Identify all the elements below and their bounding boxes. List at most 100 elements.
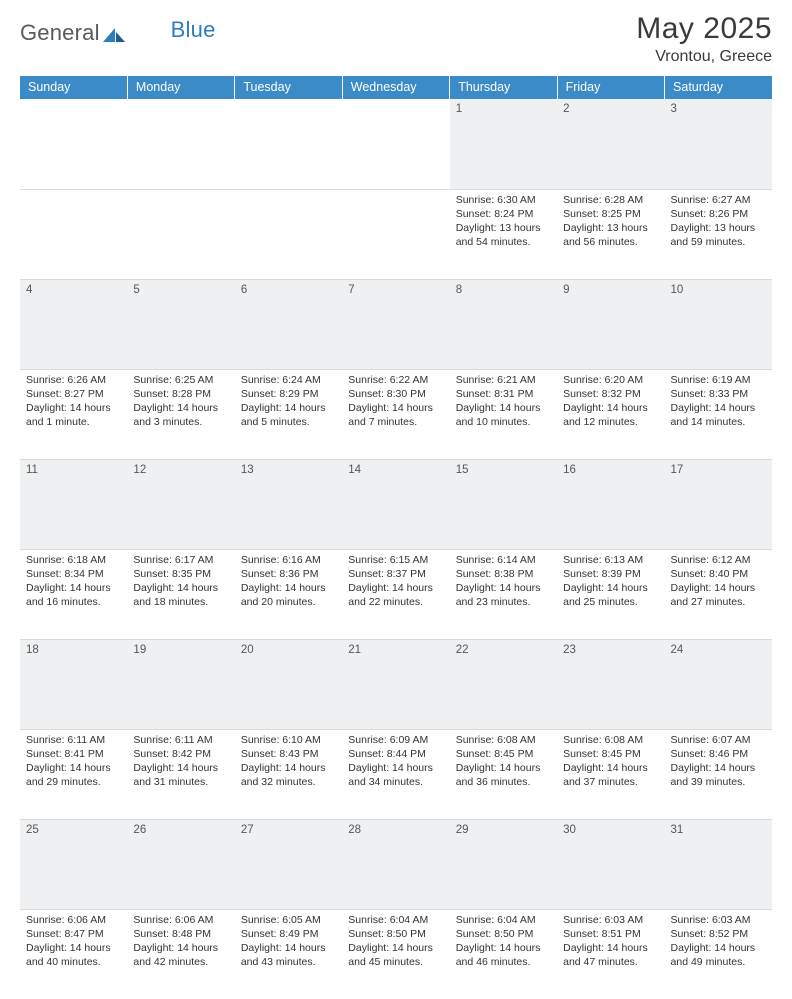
daylight-line: Daylight: 14 hours and 42 minutes.: [133, 941, 228, 969]
sunset-line: Sunset: 8:28 PM: [133, 387, 228, 401]
weekday-header: Thursday: [450, 76, 557, 99]
day-number: 24: [671, 644, 684, 656]
day-cell: Sunrise: 6:10 AMSunset: 8:43 PMDaylight:…: [235, 729, 342, 819]
day-number: 28: [348, 824, 361, 836]
calendar-header-row: SundayMondayTuesdayWednesdayThursdayFrid…: [20, 76, 772, 99]
daynum-cell: [20, 99, 127, 189]
sunrise-line: Sunrise: 6:20 AM: [563, 373, 658, 387]
day-number: 4: [26, 284, 32, 296]
day-cell: Sunrise: 6:19 AMSunset: 8:33 PMDaylight:…: [665, 369, 772, 459]
calendar-table: SundayMondayTuesdayWednesdayThursdayFrid…: [20, 76, 772, 999]
sunrise-line: Sunrise: 6:04 AM: [348, 913, 443, 927]
sunset-line: Sunset: 8:27 PM: [26, 387, 121, 401]
day-cell: Sunrise: 6:18 AMSunset: 8:34 PMDaylight:…: [20, 549, 127, 639]
brand-part1: General: [20, 20, 100, 46]
day-cell: Sunrise: 6:16 AMSunset: 8:36 PMDaylight:…: [235, 549, 342, 639]
daynum-cell: 31: [665, 819, 772, 909]
sunrise-line: Sunrise: 6:06 AM: [26, 913, 121, 927]
sunset-line: Sunset: 8:41 PM: [26, 747, 121, 761]
day-cell: Sunrise: 6:17 AMSunset: 8:35 PMDaylight:…: [127, 549, 234, 639]
daylight-line: Daylight: 14 hours and 7 minutes.: [348, 401, 443, 429]
day-cell: Sunrise: 6:09 AMSunset: 8:44 PMDaylight:…: [342, 729, 449, 819]
daynum-cell: 9: [557, 279, 664, 369]
daylight-line: Daylight: 14 hours and 32 minutes.: [241, 761, 336, 789]
day-number: 11: [26, 464, 38, 476]
daynum-cell: 25: [20, 819, 127, 909]
daynum-cell: 10: [665, 279, 772, 369]
daylight-line: Daylight: 14 hours and 18 minutes.: [133, 581, 228, 609]
daylight-line: Daylight: 14 hours and 46 minutes.: [456, 941, 551, 969]
daylight-line: Daylight: 14 hours and 14 minutes.: [671, 401, 766, 429]
day-number: 17: [671, 464, 684, 476]
daynum-cell: 6: [235, 279, 342, 369]
daynum-row: 45678910: [20, 279, 772, 369]
weekday-header: Friday: [557, 76, 664, 99]
day-cell: [235, 189, 342, 279]
daynum-cell: [127, 99, 234, 189]
day-number: 10: [671, 284, 684, 296]
sunset-line: Sunset: 8:25 PM: [563, 207, 658, 221]
sunrise-line: Sunrise: 6:10 AM: [241, 733, 336, 747]
daynum-cell: 5: [127, 279, 234, 369]
daynum-cell: 17: [665, 459, 772, 549]
daylight-line: Daylight: 14 hours and 37 minutes.: [563, 761, 658, 789]
sunrise-line: Sunrise: 6:17 AM: [133, 553, 228, 567]
day-number: 8: [456, 284, 462, 296]
daylight-line: Daylight: 14 hours and 36 minutes.: [456, 761, 551, 789]
day-cell: Sunrise: 6:04 AMSunset: 8:50 PMDaylight:…: [342, 909, 449, 999]
sunset-line: Sunset: 8:51 PM: [563, 927, 658, 941]
sunset-line: Sunset: 8:32 PM: [563, 387, 658, 401]
sunrise-line: Sunrise: 6:14 AM: [456, 553, 551, 567]
daylight-line: Daylight: 14 hours and 45 minutes.: [348, 941, 443, 969]
day-cell: Sunrise: 6:03 AMSunset: 8:52 PMDaylight:…: [665, 909, 772, 999]
daynum-cell: 2: [557, 99, 664, 189]
sunrise-line: Sunrise: 6:27 AM: [671, 193, 766, 207]
sunset-line: Sunset: 8:45 PM: [456, 747, 551, 761]
sunrise-line: Sunrise: 6:15 AM: [348, 553, 443, 567]
daylight-line: Daylight: 13 hours and 59 minutes.: [671, 221, 766, 249]
sunset-line: Sunset: 8:49 PM: [241, 927, 336, 941]
day-number: 13: [241, 464, 254, 476]
day-number: 19: [133, 644, 146, 656]
day-cell: [342, 189, 449, 279]
daynum-row: 123: [20, 99, 772, 189]
brand-sail-icon: [103, 26, 125, 42]
sunset-line: Sunset: 8:50 PM: [348, 927, 443, 941]
day-cell: Sunrise: 6:21 AMSunset: 8:31 PMDaylight:…: [450, 369, 557, 459]
sunset-line: Sunset: 8:40 PM: [671, 567, 766, 581]
day-number: 14: [348, 464, 361, 476]
day-cell: Sunrise: 6:15 AMSunset: 8:37 PMDaylight:…: [342, 549, 449, 639]
daylight-line: Daylight: 14 hours and 16 minutes.: [26, 581, 121, 609]
sunrise-line: Sunrise: 6:11 AM: [133, 733, 228, 747]
daylight-line: Daylight: 14 hours and 22 minutes.: [348, 581, 443, 609]
day-cell: Sunrise: 6:22 AMSunset: 8:30 PMDaylight:…: [342, 369, 449, 459]
daylight-line: Daylight: 14 hours and 34 minutes.: [348, 761, 443, 789]
sunrise-line: Sunrise: 6:05 AM: [241, 913, 336, 927]
sunrise-line: Sunrise: 6:16 AM: [241, 553, 336, 567]
daynum-cell: 1: [450, 99, 557, 189]
title-block: May 2025 Vrontou, Greece: [636, 12, 772, 66]
day-number: 22: [456, 644, 469, 656]
daynum-cell: 8: [450, 279, 557, 369]
sunset-line: Sunset: 8:26 PM: [671, 207, 766, 221]
daylight-line: Daylight: 14 hours and 39 minutes.: [671, 761, 766, 789]
day-cell: Sunrise: 6:20 AMSunset: 8:32 PMDaylight:…: [557, 369, 664, 459]
day-cell: [127, 189, 234, 279]
weekday-header: Sunday: [20, 76, 127, 99]
brand-logo: General Blue: [20, 12, 216, 46]
day-cell: Sunrise: 6:06 AMSunset: 8:48 PMDaylight:…: [127, 909, 234, 999]
daynum-cell: 30: [557, 819, 664, 909]
daynum-cell: [235, 99, 342, 189]
daylight-line: Daylight: 14 hours and 31 minutes.: [133, 761, 228, 789]
day-number: 1: [456, 103, 462, 115]
sunset-line: Sunset: 8:24 PM: [456, 207, 551, 221]
daylight-line: Daylight: 14 hours and 49 minutes.: [671, 941, 766, 969]
day-number: 23: [563, 644, 576, 656]
day-number: 18: [26, 644, 39, 656]
daynum-cell: 13: [235, 459, 342, 549]
day-number: 31: [671, 824, 684, 836]
daynum-cell: 11: [20, 459, 127, 549]
daylight-line: Daylight: 14 hours and 47 minutes.: [563, 941, 658, 969]
daynum-row: 18192021222324: [20, 639, 772, 729]
sunset-line: Sunset: 8:38 PM: [456, 567, 551, 581]
